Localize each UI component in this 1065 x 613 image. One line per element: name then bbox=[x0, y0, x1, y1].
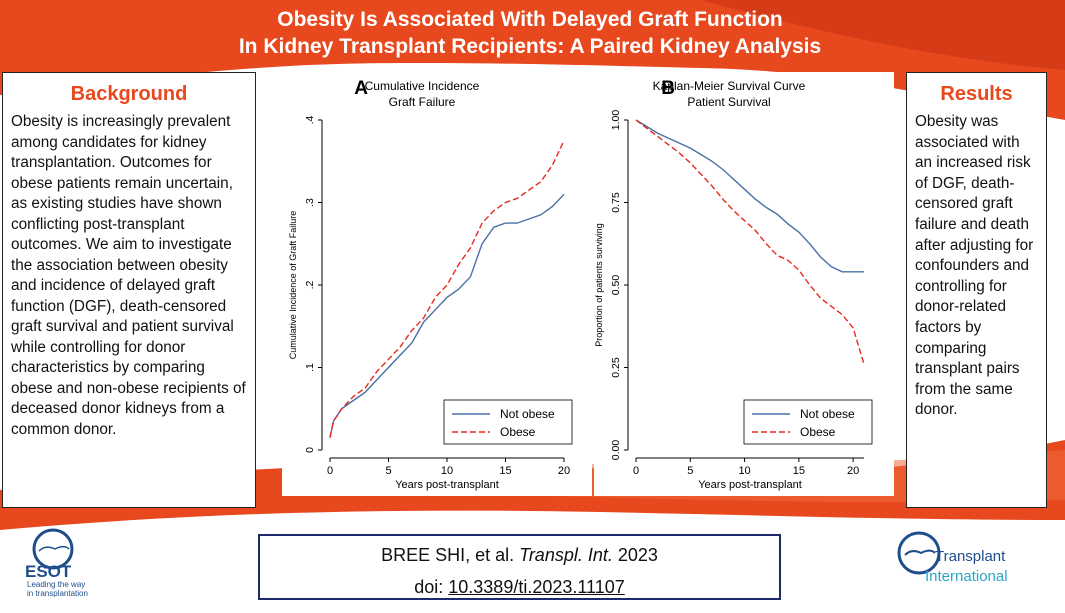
x-tick-label: 15 bbox=[499, 465, 511, 477]
y-tick-label: 0.25 bbox=[610, 357, 622, 378]
citation-journal: Transpl. Int. bbox=[519, 545, 613, 565]
y-tick-label: .2 bbox=[304, 280, 316, 289]
x-tick-label: 20 bbox=[847, 465, 859, 477]
panel-letter: A bbox=[354, 78, 368, 99]
series-line-not-obese bbox=[329, 193, 565, 438]
y-tick-label: 0.50 bbox=[610, 275, 622, 296]
y-tick-label: .3 bbox=[304, 198, 316, 207]
title-line-1: Obesity Is Associated With Delayed Graft… bbox=[277, 8, 783, 31]
x-axis-label: Years post-transplant bbox=[698, 479, 802, 491]
ti-logo-line-2: International bbox=[925, 568, 1008, 585]
x-tick-label: 20 bbox=[558, 465, 570, 477]
esot-logo-ring bbox=[32, 528, 74, 570]
y-axis-label: Proportion of patients surviving bbox=[594, 223, 604, 347]
results-text: Obesity was associated with an increased… bbox=[915, 113, 1034, 419]
esot-logo: ESOT Leading the way in transplantation bbox=[25, 528, 88, 597]
ti-logo-hands bbox=[904, 549, 936, 556]
results-box: Results Obesity was associated with an i… bbox=[906, 72, 1047, 508]
citation-authors: BREE SHI, et al. bbox=[381, 545, 515, 565]
series-line-not-obese bbox=[635, 119, 864, 273]
citation-year: 2023 bbox=[617, 545, 658, 565]
legend-box bbox=[443, 399, 573, 445]
x-tick-label: 0 bbox=[327, 465, 333, 477]
y-tick-label: 0.75 bbox=[610, 192, 622, 213]
legend-box bbox=[743, 399, 873, 445]
title-line-2: In Kidney Transplant Recipients: A Paire… bbox=[238, 35, 822, 58]
chart-subtitle: Patient Survival bbox=[687, 95, 770, 109]
results-heading: Results bbox=[940, 83, 1013, 105]
chart-b-panel: B Kaplan-Meier Survival Curve Patient Surv… bbox=[594, 72, 894, 496]
esot-logo-tagline-1: Leading the way bbox=[27, 580, 85, 589]
ti-logo-ring bbox=[897, 531, 941, 575]
x-tick-label: 10 bbox=[738, 465, 750, 477]
chart-title: Cumulative Incidence bbox=[365, 79, 480, 93]
x-axis-label: Years post-transplant bbox=[395, 479, 499, 491]
chart-a-panel: A Cumulative Incidence Graft Failure 0 .1 .2.… bbox=[282, 72, 592, 496]
y-tick-label: .1 bbox=[304, 363, 316, 372]
poster-title: Obesity Is Associated With Delayed Graft… bbox=[120, 6, 940, 60]
legend-label: Obese bbox=[800, 425, 836, 439]
background-heading: Background bbox=[70, 83, 188, 105]
y-tick-label: .4 bbox=[304, 115, 316, 124]
background-text: Obesity is increasingly prevalent among … bbox=[11, 113, 246, 438]
y-tick-label: 0.00 bbox=[610, 440, 622, 461]
legend-label: Not obese bbox=[500, 407, 555, 421]
citation-line-1: BREE SHI, et al. Transpl. Int. 2023 bbox=[260, 542, 779, 568]
series-line-obese bbox=[329, 140, 565, 438]
citation-line-2: doi: 10.3389/ti.2023.11107 bbox=[260, 574, 779, 600]
x-tick-label: 15 bbox=[793, 465, 805, 477]
chart-subtitle: Graft Failure bbox=[389, 95, 456, 109]
y-axis-label: Cumulative Incidence of Graft Failure bbox=[288, 211, 298, 360]
series-line-obese bbox=[635, 119, 865, 365]
transplant-international-logo: Transplant International bbox=[897, 531, 1008, 585]
x-tick-label: 5 bbox=[385, 465, 391, 477]
legend-label: Not obese bbox=[800, 407, 855, 421]
chart-title: Kaplan-Meier Survival Curve bbox=[653, 79, 806, 93]
x-tick-label: 10 bbox=[441, 465, 453, 477]
doi-link[interactable]: 10.3389/ti.2023.11107 bbox=[448, 577, 625, 597]
esot-logo-tagline-2: in transplantation bbox=[27, 589, 88, 597]
legend-label: Obese bbox=[500, 425, 536, 439]
panel-letter: B bbox=[661, 78, 675, 99]
top-orange-band-dark bbox=[700, 0, 1065, 70]
top-orange-band bbox=[0, 0, 1065, 120]
citation-box: BREE SHI, et al. Transpl. Int. 2023 doi:… bbox=[258, 534, 781, 600]
ti-logo-line-1: Transplant bbox=[935, 548, 1006, 565]
esot-logo-name: ESOT bbox=[25, 562, 72, 581]
x-tick-label: 0 bbox=[633, 465, 639, 477]
y-tick-label: 1.00 bbox=[610, 110, 622, 131]
doi-prefix: doi: bbox=[414, 577, 444, 597]
background-box: Background Obesity is increasingly preva… bbox=[2, 72, 256, 508]
x-tick-label: 5 bbox=[687, 465, 693, 477]
y-tick-label: 0 bbox=[304, 447, 316, 453]
